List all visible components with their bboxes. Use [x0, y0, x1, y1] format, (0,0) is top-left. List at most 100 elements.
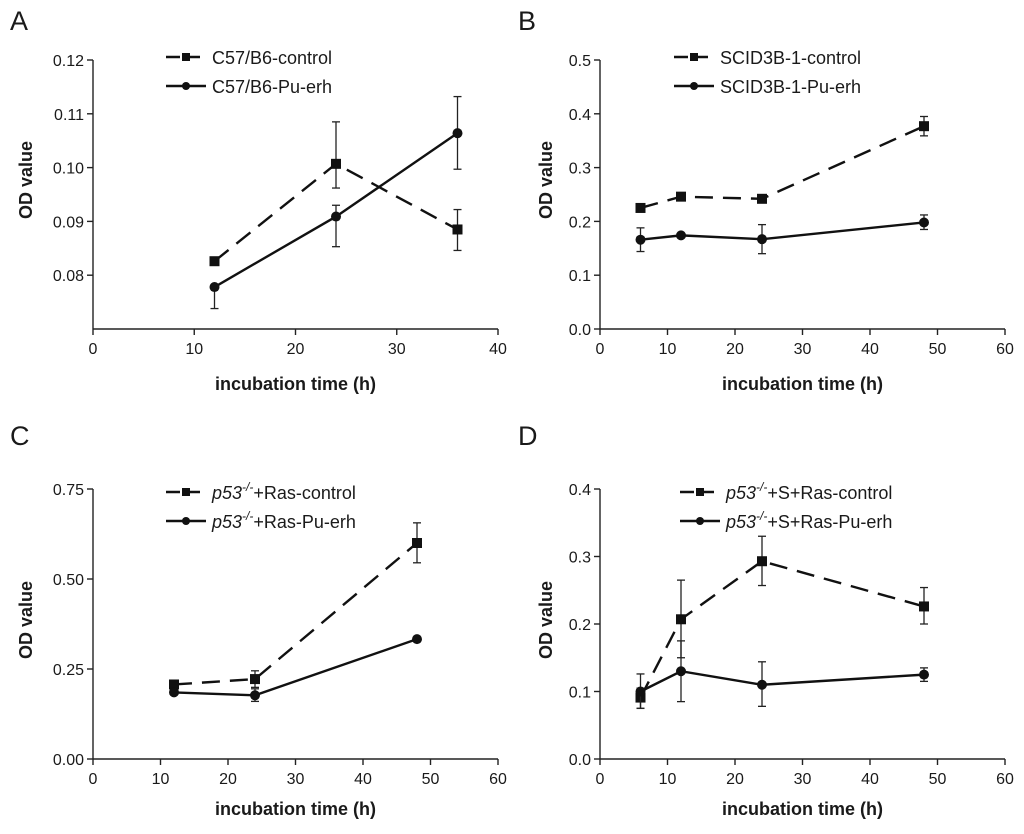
y-tick-label: 0.25	[53, 662, 84, 679]
x-tick-label: 20	[726, 771, 744, 788]
x-tick-label: 10	[152, 771, 170, 788]
y-tick-label: 0.1	[569, 685, 591, 702]
data-point-circle	[635, 686, 646, 697]
data-point-square	[919, 601, 929, 612]
x-tick-label: 40	[354, 771, 372, 788]
series-pu-erh	[635, 214, 929, 255]
legend-marker-circle	[182, 82, 190, 90]
legend-marker-square	[182, 53, 190, 61]
series-pu-erh	[209, 95, 463, 310]
x-tick-label: 20	[287, 341, 305, 358]
x-tick-label: 20	[726, 341, 744, 358]
legend-item: C57/B6-Pu-erh	[166, 77, 332, 97]
legend-label: p53-/-+Ras-Pu-erh	[211, 509, 356, 532]
y-tick-label: 0.3	[569, 161, 591, 178]
x-tick-label: 40	[861, 341, 879, 358]
y-axis-title: OD value	[536, 141, 556, 219]
x-tick-label: 40	[861, 771, 879, 788]
panel-letter: C	[10, 421, 30, 451]
legend-item: p53-/-+Ras-control	[166, 480, 356, 503]
data-point-circle	[169, 687, 179, 698]
data-point-circle	[452, 128, 463, 139]
legend-label: p53-/-+Ras-control	[211, 480, 356, 503]
series-line	[640, 221, 925, 241]
data-point-circle	[412, 634, 422, 645]
y-tick-label: 0.09	[53, 214, 84, 231]
x-tick-label: 0	[89, 771, 98, 788]
legend-item: p53-/-+S+Ras-Pu-erh	[680, 509, 892, 532]
y-tick-label: 0.4	[569, 107, 591, 124]
series-line	[639, 559, 925, 699]
legend-marker-square	[690, 53, 698, 61]
data-point-square	[676, 614, 686, 625]
y-tick-label: 0.2	[569, 617, 591, 634]
legend-marker-square	[696, 488, 704, 496]
legend-item: p53-/-+Ras-Pu-erh	[166, 509, 356, 532]
data-point-circle	[250, 690, 260, 701]
data-point-square	[919, 121, 929, 132]
legend-item: C57/B6-control	[166, 48, 332, 68]
legend-label: C57/B6-control	[212, 48, 332, 68]
x-tick-label: 30	[287, 771, 305, 788]
y-tick-label: 0.11	[54, 107, 84, 124]
legend-item: p53-/-+S+Ras-control	[680, 480, 892, 503]
legend-marker-circle	[696, 517, 704, 525]
series-control	[209, 121, 463, 267]
x-axis-title: incubation time (h)	[722, 799, 883, 819]
x-tick-label: 10	[659, 771, 677, 788]
x-axis-title: incubation time (h)	[215, 799, 376, 819]
x-axis-title: incubation time (h)	[722, 374, 883, 394]
data-point-circle	[676, 230, 686, 241]
x-tick-label: 50	[929, 771, 947, 788]
data-point-square	[757, 193, 767, 204]
data-point-square	[209, 256, 220, 267]
data-point-square	[676, 191, 686, 202]
legend-item: SCID3B-1-control	[674, 48, 861, 68]
legend-label: p53-/-+S+Ras-Pu-erh	[725, 509, 892, 532]
data-point-circle	[919, 669, 929, 680]
legend-marker-square	[182, 488, 190, 496]
panel-d: D 0 10 20 30 40 50 60 0.0 0.1 0.2 0.3 0.4 incubation …	[518, 421, 1014, 819]
x-tick-label: 60	[996, 771, 1014, 788]
legend-suffix: +S+Ras-Pu-erh	[767, 512, 892, 532]
y-tick-label: 0.0	[569, 322, 591, 339]
y-axis-title: OD value	[16, 141, 36, 219]
x-tick-label: 60	[489, 771, 507, 788]
x-tick-label: 10	[185, 341, 203, 358]
data-point-square	[331, 158, 341, 169]
y-tick-label: 0.10	[53, 161, 84, 178]
y-tick-label: 0.2	[569, 214, 591, 231]
series-control	[169, 522, 422, 690]
data-point-circle	[757, 234, 767, 245]
legend-marker-circle	[182, 517, 190, 525]
data-point-circle	[919, 217, 929, 228]
data-point-circle	[757, 679, 767, 690]
y-tick-label: 0.50	[53, 572, 84, 589]
data-point-square	[635, 202, 646, 213]
y-tick-label: 0.08	[53, 268, 84, 285]
panel-b: B 0 10 20 30 40 50 60 0.0 0.1 0.2 0.3 0.4 0.5 incubati…	[518, 6, 1014, 394]
legend-suffix: +Ras-Pu-erh	[253, 512, 356, 532]
legend-suffix: +S+Ras-control	[767, 483, 892, 503]
x-tick-label: 20	[219, 771, 237, 788]
legend-superscript: -/-	[756, 509, 767, 523]
data-point-circle	[331, 211, 341, 222]
data-point-square	[452, 224, 463, 235]
y-axis-title: OD value	[16, 581, 36, 659]
series-line	[173, 542, 418, 686]
x-tick-label: 40	[489, 341, 507, 358]
panel-letter: D	[518, 421, 538, 451]
x-tick-label: 0	[89, 341, 98, 358]
series-pu-erh	[169, 634, 422, 703]
y-tick-label: 0.0	[569, 752, 591, 769]
legend-label: p53-/-+S+Ras-control	[725, 480, 892, 503]
series-control	[635, 115, 929, 213]
legend-gene-name: p53	[725, 483, 756, 503]
legend-suffix: +Ras-control	[253, 483, 356, 503]
x-tick-label: 30	[794, 771, 812, 788]
series-line	[173, 637, 418, 697]
x-tick-label: 50	[929, 341, 947, 358]
data-point-square	[412, 538, 422, 548]
legend-gene-name: p53	[211, 512, 242, 532]
